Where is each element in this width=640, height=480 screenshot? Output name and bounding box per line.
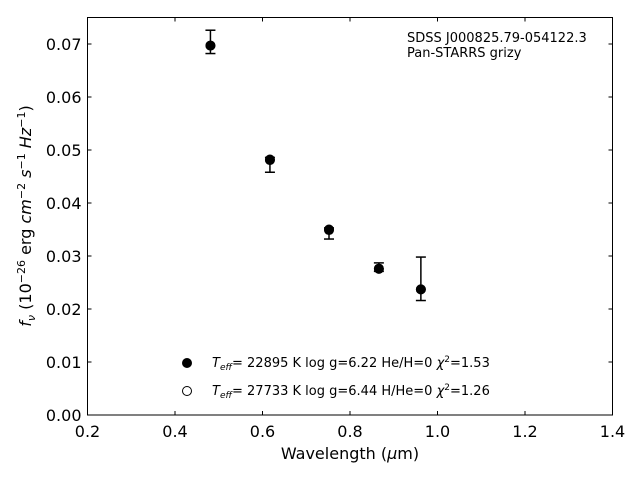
x-axis-ticks: 0.2 0.4 0.6 0.8 1.0 1.2 1.4 bbox=[75, 17, 625, 441]
y-tick-label: 0.01 bbox=[46, 353, 82, 372]
model-point-open bbox=[324, 225, 334, 236]
error-bars bbox=[205, 29, 426, 302]
legend: Teff= 22895 K log g=6.22 He/H=0 χ2=1.53 … bbox=[182, 355, 490, 401]
legend-entry-2: Teff= 27733 K log g=6.44 H/He=0 χ2=1.26 bbox=[212, 383, 490, 401]
x-tick-label: 1.4 bbox=[600, 422, 625, 441]
x-tick-label: 1.0 bbox=[425, 422, 450, 441]
y-axis-ticks: 0.00 0.01 0.02 0.03 0.04 0.05 0.06 0.07 bbox=[46, 35, 613, 425]
legend-marker-open bbox=[182, 386, 192, 396]
data-points bbox=[205, 40, 426, 295]
y-tick-label: 0.02 bbox=[46, 300, 82, 319]
y-tick-label: 0.05 bbox=[46, 141, 82, 160]
x-tick-label: 0.8 bbox=[337, 422, 362, 441]
model-point-open bbox=[264, 155, 275, 166]
model-point-open bbox=[415, 284, 426, 295]
y-tick-label: 0.03 bbox=[46, 247, 82, 266]
annotation-survey: Pan-STARRS grizy bbox=[407, 46, 522, 61]
x-axis-label: Wavelength (μm) bbox=[281, 444, 419, 463]
x-tick-label: 0.2 bbox=[75, 422, 100, 441]
model-point-open bbox=[373, 263, 384, 274]
y-tick-label: 0.04 bbox=[46, 194, 82, 213]
y-tick-label: 0.06 bbox=[46, 88, 82, 107]
y-tick-label: 0.07 bbox=[46, 35, 82, 54]
legend-marker-filled bbox=[182, 358, 192, 368]
annotation-object-name: SDSS J000825.79-054122.3 bbox=[407, 31, 587, 46]
model-point-open bbox=[205, 40, 216, 51]
legend-entry-1: Teff= 22895 K log g=6.22 He/H=0 χ2=1.53 bbox=[212, 355, 490, 373]
y-axis-label: fν (10−26 erg cm−2 s−1 Hz−1) bbox=[15, 105, 38, 326]
x-tick-label: 0.4 bbox=[162, 422, 187, 441]
x-tick-label: 0.6 bbox=[250, 422, 275, 441]
y-tick-label: 0.00 bbox=[46, 406, 82, 425]
x-tick-label: 1.2 bbox=[512, 422, 537, 441]
